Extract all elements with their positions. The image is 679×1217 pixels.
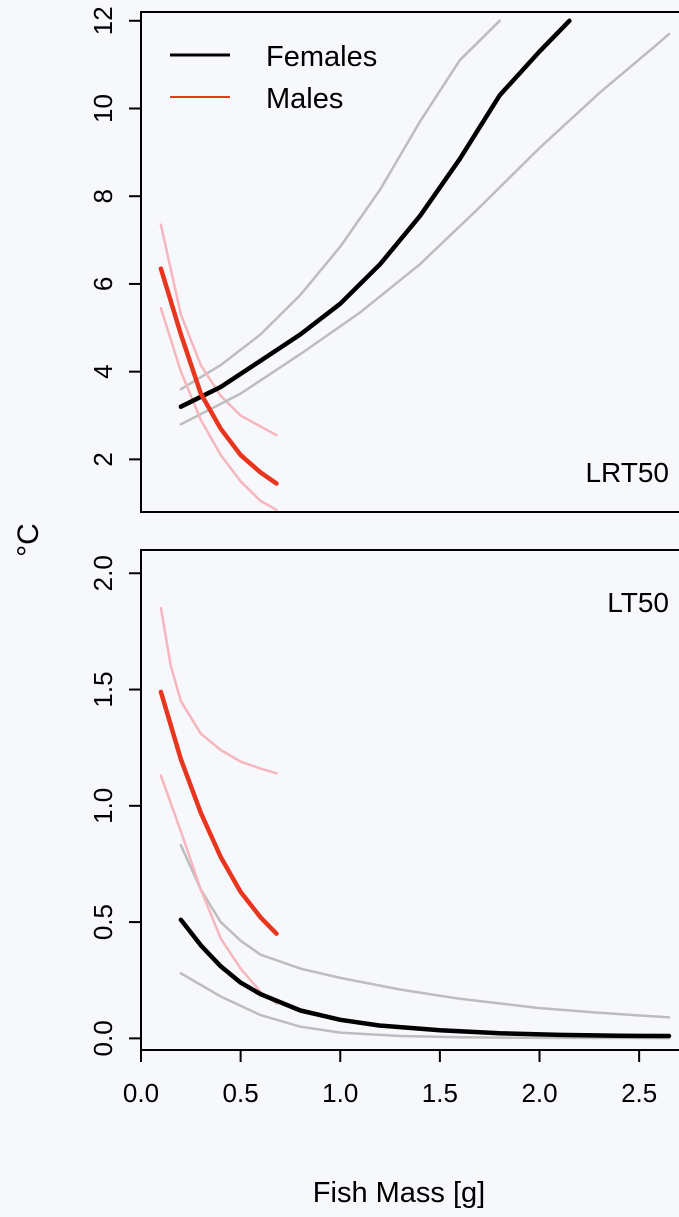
panel-lrt50: 2 4 6 8 10 12 LRT50 [88,6,679,513]
males-fit-line [158,689,279,936]
y-axis-label: °C [12,523,45,557]
panel-label: LRT50 [585,457,669,488]
y-tick-label: 1.0 [88,788,118,824]
males-ci-lower-line [159,774,278,1005]
y-tick-label: 8 [88,189,118,203]
plot-frame [140,549,679,1051]
females-fit-line [178,18,572,409]
legend: Females Males [170,41,377,115]
y-tick-label: 10 [88,94,118,123]
y-tick-label: 0.5 [88,904,118,940]
legend-label-males: Males [266,83,343,115]
females-fit-line [178,917,672,1039]
x-tick-label: 0.0 [123,1078,159,1108]
x-tick-label: 2.5 [621,1078,657,1108]
males-fit-line [158,266,279,486]
y-tick-label: 12 [88,6,118,35]
males-ci-upper-line [159,223,278,437]
x-tick-label: 0.5 [223,1078,259,1108]
females-ci-lower-line [179,32,671,426]
x-axis-label: Fish Mass [g] [313,1177,485,1209]
y-tick-label: 1.5 [88,671,118,707]
males-ci-upper-line [159,606,278,775]
males-ci-lower-line [159,306,278,512]
y-tick-label: 4 [88,364,118,378]
x-tick-label: 1.5 [422,1078,458,1108]
plot-frame [140,11,679,513]
panel-lt50: 0.0 0.5 1.0 1.5 2.0 0.0 0.5 1.0 1.5 2.0 2.5 LT50 [88,549,679,1108]
legend-label-females: Females [266,41,377,73]
y-tick-label: 2.0 [88,555,118,591]
females-ci-upper-line [179,19,501,391]
females-ci-lower-line [179,972,671,1040]
females-ci-upper-line [179,844,671,1019]
y-tick-label: 2 [88,452,118,466]
x-tick-label: 2.0 [521,1078,557,1108]
y-tick-label: 6 [88,277,118,291]
x-tick-label: 1.0 [322,1078,358,1108]
y-tick-label: 0.0 [88,1020,118,1056]
panel-label: LT50 [607,587,669,618]
